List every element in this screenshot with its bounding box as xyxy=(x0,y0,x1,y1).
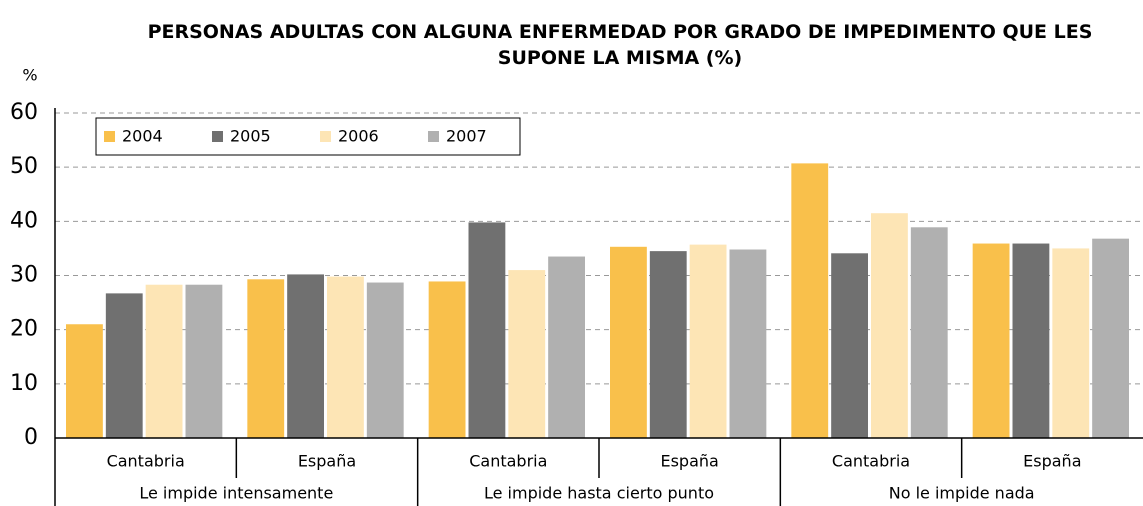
y-axis-label: % xyxy=(22,66,37,85)
y-tick-label: 50 xyxy=(10,154,38,179)
legend-box xyxy=(95,117,521,156)
bar xyxy=(548,256,585,438)
x-tick-label: España xyxy=(660,452,718,471)
group-label: Le impide hasta cierto punto xyxy=(484,484,714,503)
y-tick-label: 40 xyxy=(10,208,38,233)
bar xyxy=(871,213,908,438)
bar xyxy=(105,293,143,438)
bar xyxy=(1092,238,1129,438)
bar xyxy=(66,324,103,438)
legend-label: 2006 xyxy=(338,127,379,146)
y-tick-label: 10 xyxy=(10,371,38,396)
legend-swatch xyxy=(320,131,331,142)
group-label: Le impide intensamente xyxy=(139,484,333,503)
bar xyxy=(185,284,223,438)
x-tick-label: Cantabria xyxy=(832,452,910,471)
bar xyxy=(428,281,466,438)
bar xyxy=(287,274,324,438)
bar xyxy=(610,246,647,438)
legend-label: 2007 xyxy=(446,127,487,146)
bar xyxy=(508,270,546,438)
bar xyxy=(247,279,285,438)
y-tick-label: 60 xyxy=(10,100,38,125)
y-tick-label: 0 xyxy=(24,425,38,450)
x-tick-label: España xyxy=(298,452,356,471)
y-tick-label: 30 xyxy=(10,263,38,288)
x-tick-label: España xyxy=(1023,452,1081,471)
bar xyxy=(1012,243,1050,438)
x-tick-label: Cantabria xyxy=(469,452,547,471)
group-label: No le impide nada xyxy=(889,484,1035,503)
bar xyxy=(791,163,829,438)
chart-title: PERSONAS ADULTAS CON ALGUNA ENFERMEDAD P… xyxy=(148,21,1093,69)
bar xyxy=(729,249,767,438)
bar xyxy=(689,244,727,438)
legend-label: 2005 xyxy=(230,127,271,146)
bar xyxy=(910,227,948,438)
legend-swatch xyxy=(428,131,439,142)
x-tick-label: Cantabria xyxy=(107,452,185,471)
legend-swatch xyxy=(104,131,115,142)
bar xyxy=(327,276,364,438)
y-tick-label: 20 xyxy=(10,317,38,342)
legend-swatch xyxy=(212,131,223,142)
bar xyxy=(972,243,1010,438)
bar xyxy=(831,253,868,438)
bar xyxy=(145,284,183,438)
legend-label: 2004 xyxy=(122,127,163,146)
bar xyxy=(366,282,404,438)
bar xyxy=(1052,248,1090,438)
bar xyxy=(649,251,687,438)
bar xyxy=(468,222,506,438)
